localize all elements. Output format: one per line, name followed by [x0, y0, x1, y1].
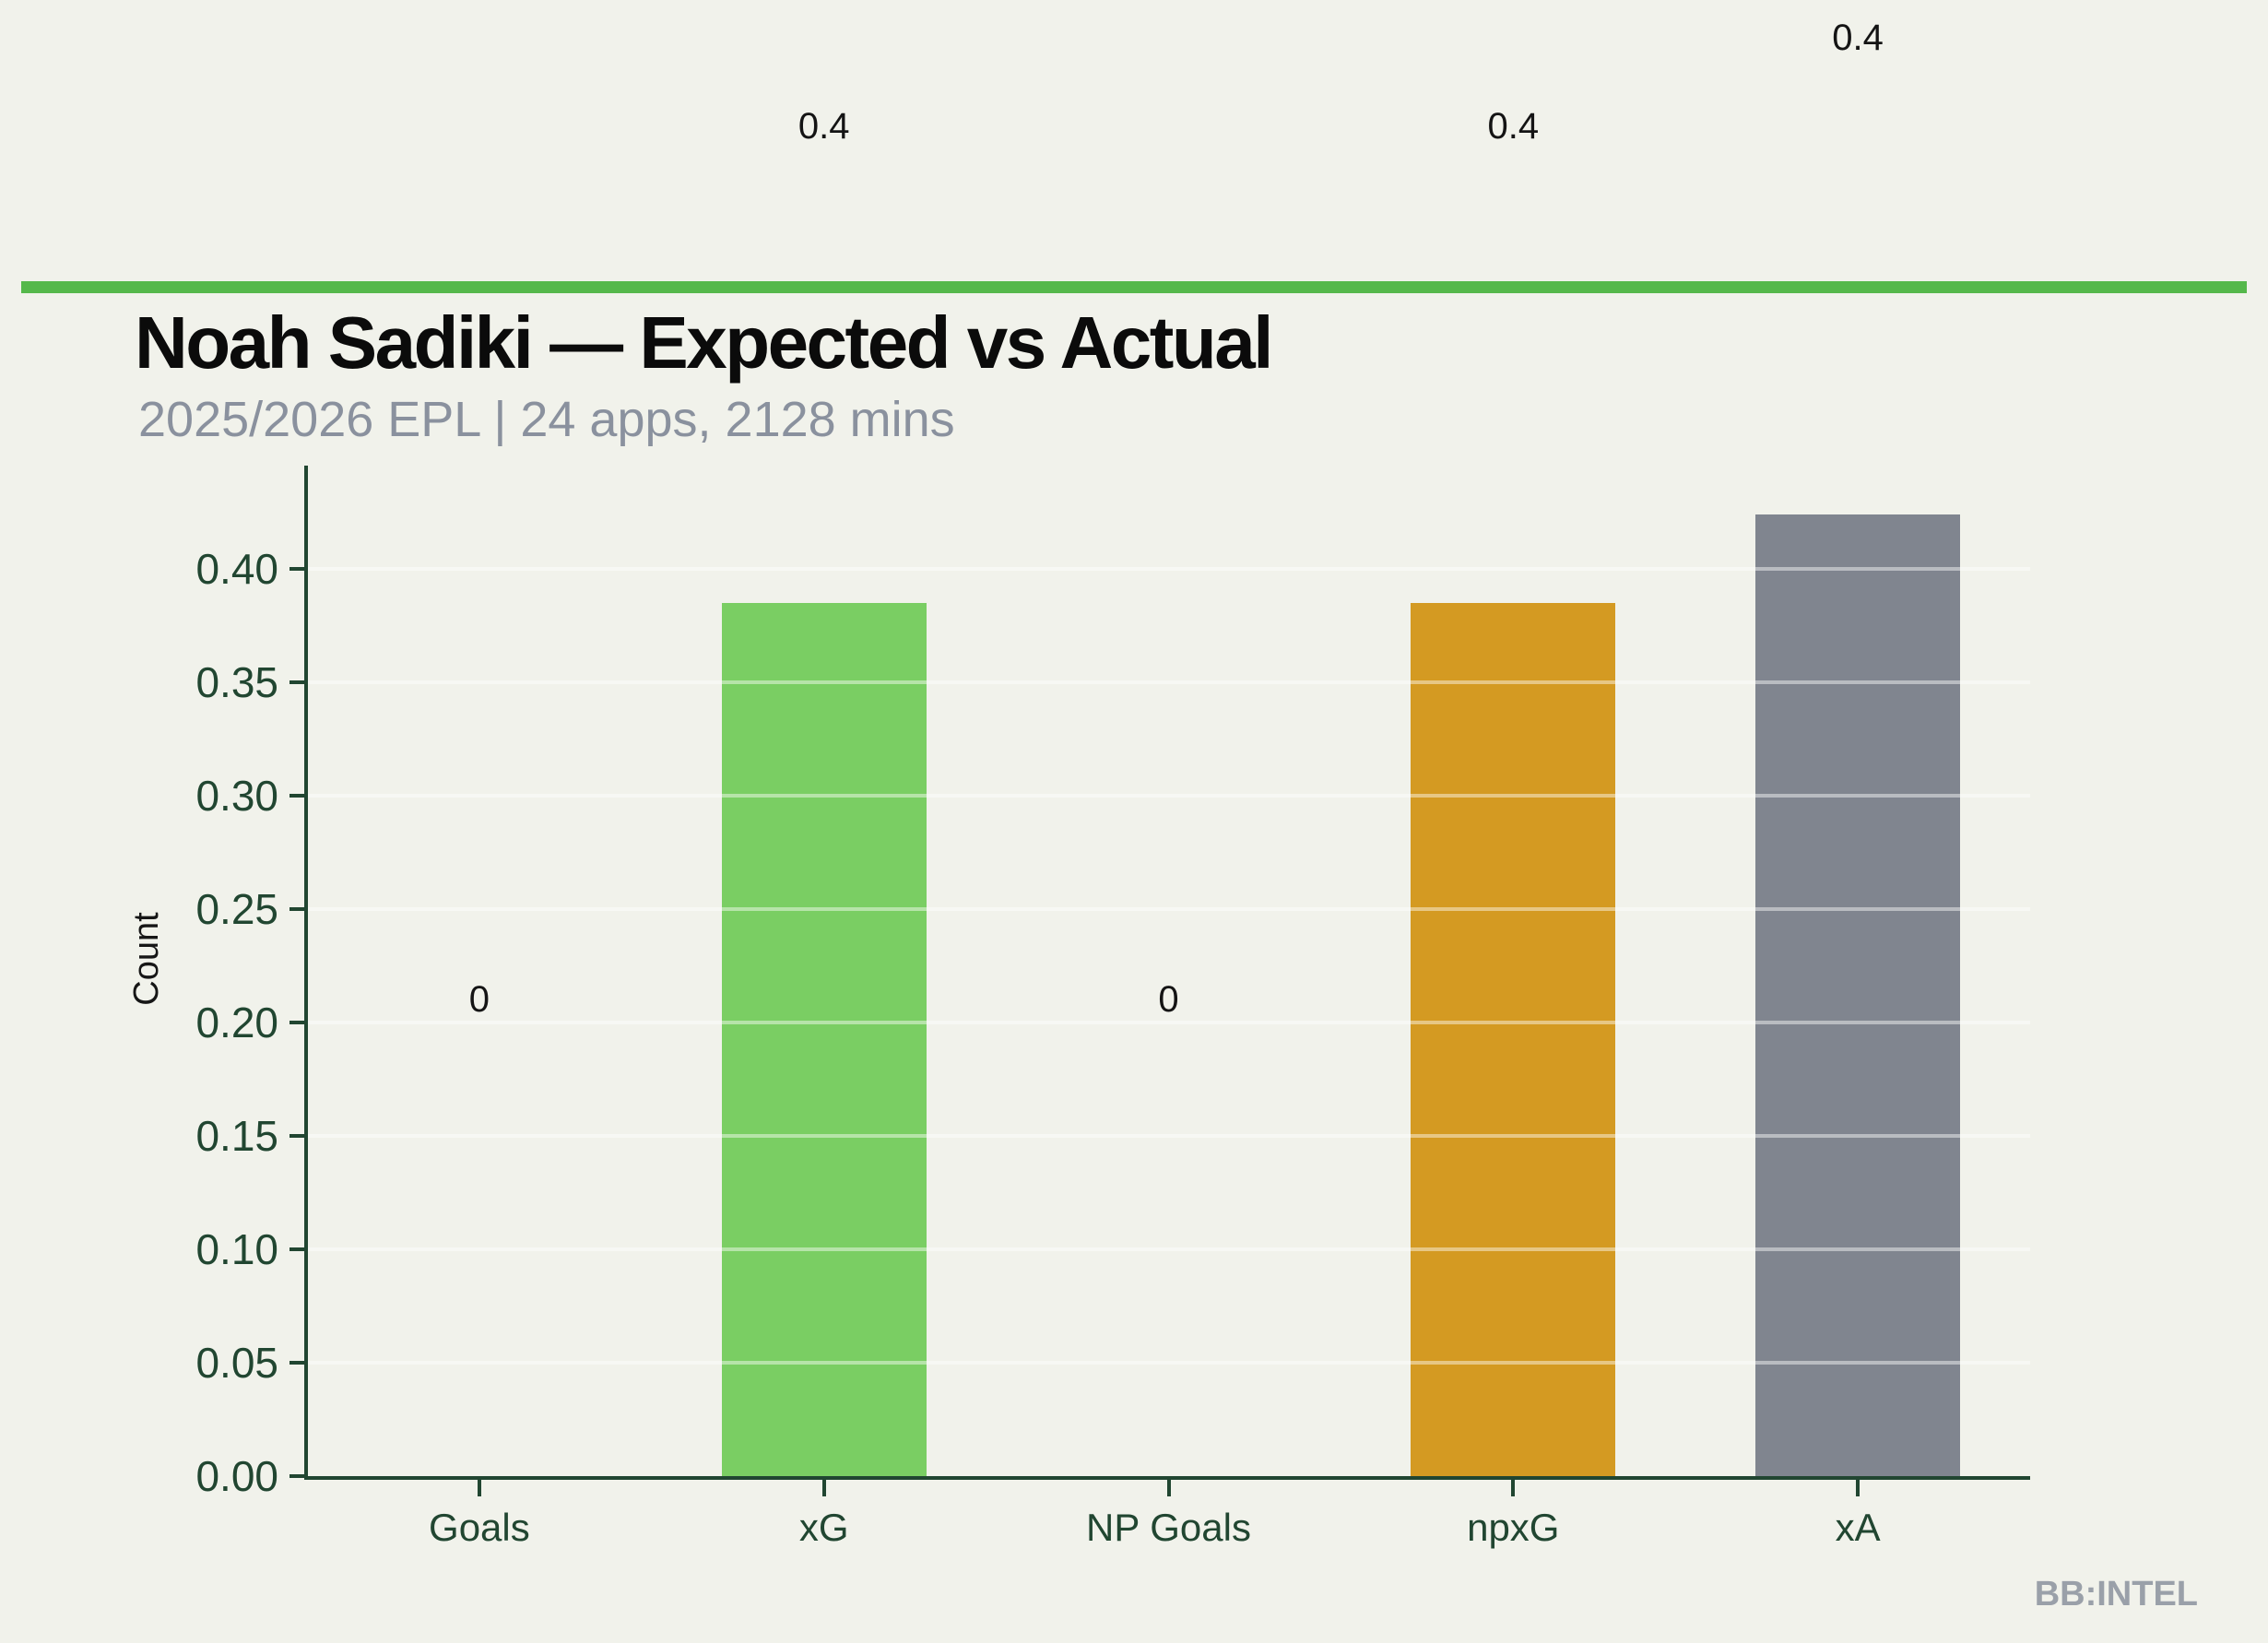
- grid-line: [308, 680, 2030, 684]
- y-tick-label: 0.15: [195, 1112, 278, 1160]
- grid-line: [308, 1021, 2030, 1024]
- y-axis-label: Count: [127, 912, 166, 1006]
- grid-line: [308, 1134, 2030, 1138]
- y-tick: [289, 1474, 304, 1478]
- grid-line: [308, 907, 2030, 911]
- grid-line: [308, 1247, 2030, 1251]
- y-tick: [289, 1247, 304, 1251]
- y-tick-label: 0.25: [195, 885, 278, 933]
- bar-value-label-npxg: 0.4: [1487, 106, 1540, 148]
- x-axis-spine: [304, 1476, 2030, 1480]
- x-tick: [1511, 1480, 1516, 1496]
- y-tick-label: 0.30: [195, 772, 278, 820]
- x-tick: [821, 1480, 826, 1496]
- bar-value-label-goals: 0: [468, 979, 490, 1021]
- grid-line: [308, 1361, 2030, 1365]
- y-tick-label: 0.35: [195, 658, 278, 706]
- y-tick: [289, 1361, 304, 1365]
- x-tick-label-xa: xA: [1835, 1506, 1881, 1549]
- y-tick: [289, 680, 304, 684]
- chart-title: Noah Sadiki — Expected vs Actual: [135, 301, 1274, 384]
- y-tick: [289, 1134, 304, 1138]
- x-tick-label-np-goals: NP Goals: [1086, 1506, 1251, 1549]
- bar-xg: [721, 602, 927, 1476]
- bar-value-label-xg: 0.4: [797, 106, 850, 148]
- x-tick: [1166, 1480, 1171, 1496]
- y-tick: [289, 907, 304, 911]
- grid-line: [308, 794, 2030, 798]
- y-tick: [289, 567, 304, 571]
- y-tick: [289, 1021, 304, 1024]
- grid-line: [308, 567, 2030, 571]
- x-tick-label-npxg: npxG: [1467, 1506, 1560, 1549]
- x-tick: [477, 1480, 481, 1496]
- x-tick-label-goals: Goals: [429, 1506, 530, 1549]
- green-divider-line: [21, 281, 2247, 293]
- y-axis-spine: [304, 466, 308, 1480]
- bar-xa: [1755, 514, 1961, 1476]
- y-tick-label: 0.20: [195, 999, 278, 1046]
- y-tick: [289, 794, 304, 798]
- x-tick-label-xg: xG: [798, 1506, 849, 1549]
- bar-npxg: [1411, 602, 1616, 1476]
- y-tick-label: 0.10: [195, 1225, 278, 1273]
- bar-value-label-xa: 0.4: [1832, 18, 1884, 59]
- y-tick-label: 0.00: [195, 1452, 278, 1500]
- x-tick: [1856, 1480, 1860, 1496]
- bar-value-label-np-goals: 0: [1158, 979, 1179, 1021]
- watermark: BB:INTEL: [2034, 1575, 2198, 1613]
- y-tick-label: 0.40: [195, 545, 278, 593]
- chart-subtitle: 2025/2026 EPL | 24 apps, 2128 mins: [138, 392, 955, 447]
- y-tick-label: 0.05: [195, 1339, 278, 1387]
